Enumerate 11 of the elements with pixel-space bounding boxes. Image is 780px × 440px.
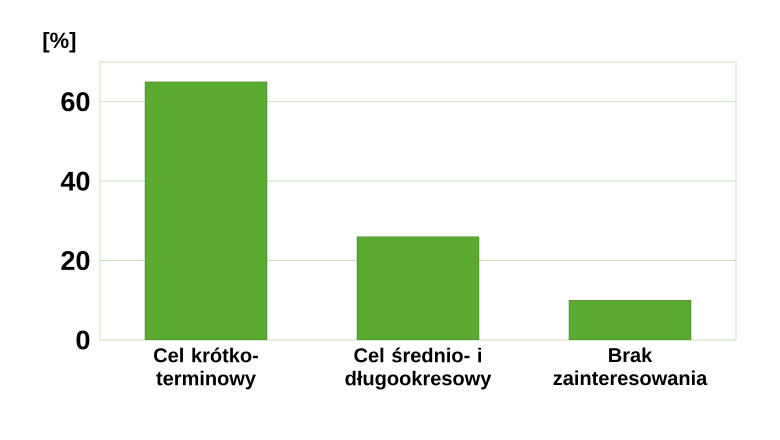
y-tick-label: 20 — [61, 251, 90, 270]
x-tick-label: Cel krótko-terminowy — [154, 348, 258, 390]
y-tick-label: 40 — [60, 172, 90, 191]
x-tick-label: Brak zainteresowania — [554, 348, 708, 386]
bar — [356, 236, 480, 340]
y-axis-title: [%] — [43, 32, 76, 52]
x-tick-label: Cel średnio- i długookresowy — [345, 348, 492, 390]
y-tick-label: 0 — [76, 330, 90, 350]
y-tick-label: 60 — [61, 92, 90, 112]
bar — [144, 82, 268, 340]
bar — [568, 300, 692, 340]
